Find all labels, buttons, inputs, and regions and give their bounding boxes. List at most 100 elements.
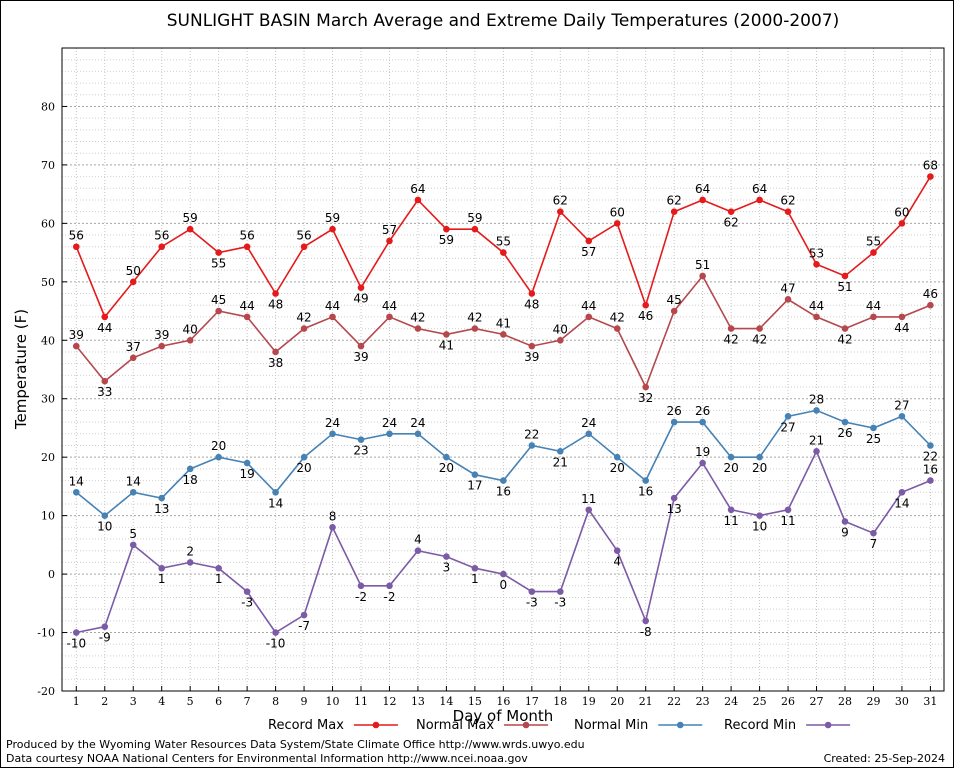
record-max-point xyxy=(642,301,649,309)
normal-max-data-label: 42 xyxy=(296,311,311,325)
record-min-point xyxy=(756,512,763,519)
normal-max-point xyxy=(443,331,450,338)
x-tick-label: 8 xyxy=(272,695,279,708)
normal-max-point xyxy=(613,325,621,332)
record-max-data-label: 62 xyxy=(553,194,568,208)
record-min-data-label: -10 xyxy=(66,637,86,651)
record-min-point xyxy=(129,541,137,549)
record-min-point xyxy=(813,448,820,455)
record-max-data-label: 55 xyxy=(211,257,226,271)
normal-max-point xyxy=(699,272,706,280)
x-tick-label: 20 xyxy=(610,695,624,708)
record-max-point xyxy=(329,225,336,233)
x-tick-label: 23 xyxy=(696,695,710,708)
normal-max-data-label: 39 xyxy=(69,328,84,342)
record-max-data-label: 57 xyxy=(382,223,397,237)
normal-min-data-label: 24 xyxy=(382,416,397,430)
normal-min-data-label: 13 xyxy=(154,502,169,516)
legend: Record Max Normal Max Normal Min Record Min xyxy=(268,718,851,733)
normal-max-point xyxy=(471,325,479,332)
record-min-point xyxy=(386,582,393,590)
normal-max-point xyxy=(528,342,536,350)
normal-min-data-label: 16 xyxy=(638,485,653,499)
normal-min-data-label: 17 xyxy=(467,479,482,493)
record-min-data-label: 14 xyxy=(894,496,909,510)
x-tick-label: 10 xyxy=(326,695,340,708)
x-tick-label: 18 xyxy=(553,695,567,708)
normal-min-point xyxy=(841,418,849,426)
record-min-point xyxy=(670,494,678,502)
record-max-data-label: 56 xyxy=(69,229,84,243)
legend-marker-normal-max xyxy=(522,721,530,729)
normal-max-data-label: 42 xyxy=(837,333,852,347)
normal-max-point xyxy=(158,342,166,350)
normal-min-data-label: 14 xyxy=(268,496,283,510)
record-max-point xyxy=(813,260,820,268)
normal-max-data-label: 37 xyxy=(126,340,141,354)
y-tick-label: 30 xyxy=(41,393,55,406)
normal-max-data-label: 45 xyxy=(211,293,226,307)
x-tick-label: 27 xyxy=(810,695,824,708)
record-max-data-label: 50 xyxy=(126,264,141,278)
normal-min-data-label: 20 xyxy=(610,461,625,475)
x-axis: 1 2 3 4 5 6 7 8 9 10 11 12 13 14 15 16 17 18 19 20 21 22 23 24 2… xyxy=(73,686,937,708)
record-max-data-label: 53 xyxy=(809,246,824,260)
record-max-data-label: 56 xyxy=(296,229,311,243)
record-min-point xyxy=(329,524,336,531)
normal-max-data-label: 32 xyxy=(638,391,653,405)
normal-min-data-label: 18 xyxy=(183,473,198,487)
record-min-data-label: -3 xyxy=(241,596,253,610)
record-min-point xyxy=(585,506,593,514)
record-min-data-label: 13 xyxy=(667,502,682,516)
record-min-data-label: 8 xyxy=(329,509,337,523)
record-min-data-label: 5 xyxy=(129,527,137,541)
normal-max-point xyxy=(386,313,393,321)
normal-min-point xyxy=(186,465,194,473)
normal-min-point xyxy=(272,488,279,496)
record-max-point xyxy=(186,225,194,233)
record-max-point xyxy=(528,290,536,297)
normal-min-data-label: 27 xyxy=(780,420,795,434)
record-min-point xyxy=(642,617,649,625)
normal-min-data-label: 27 xyxy=(894,398,909,412)
normal-max-data-label: 38 xyxy=(268,356,283,370)
legend-label-normal-max: Normal Max xyxy=(416,718,494,733)
record-max-data-label: 62 xyxy=(667,194,682,208)
normal-max-point xyxy=(784,296,792,303)
y-tick-label: 10 xyxy=(41,510,55,523)
record-max-data-label: 59 xyxy=(439,233,454,247)
record-max-point xyxy=(585,237,593,245)
normal-max-point xyxy=(841,325,849,332)
record-min-point xyxy=(500,570,507,578)
record-max-point xyxy=(414,196,422,204)
record-min-data-label: -7 xyxy=(298,619,310,633)
x-tick-label: 2 xyxy=(101,695,108,708)
record-min-data-label: 3 xyxy=(443,561,451,575)
normal-max-data-label: 42 xyxy=(410,311,425,325)
record-max-data-label: 51 xyxy=(837,280,852,294)
y-axis: -20 -10 0 10 20 30 40 50 60 70 80 xyxy=(37,100,67,698)
record-min-point xyxy=(215,564,222,572)
normal-min-point xyxy=(329,430,336,438)
legend-marker-normal-min xyxy=(676,721,684,729)
record-max-point xyxy=(870,249,877,256)
record-max-data-label: 56 xyxy=(154,229,169,243)
normal-max-point xyxy=(357,342,365,350)
normal-min-point xyxy=(500,477,507,484)
record-min-data-label: 19 xyxy=(695,445,710,459)
record-min-data-label: 11 xyxy=(723,514,738,528)
normal-max-point xyxy=(813,313,820,321)
record-max-point xyxy=(300,243,308,251)
record-min-data-label: 16 xyxy=(923,463,938,477)
normal-max-data-label: 42 xyxy=(467,311,482,325)
normal-max-point xyxy=(272,348,279,356)
normal-max-data-label: 42 xyxy=(610,311,625,325)
record-max-point xyxy=(556,208,564,215)
record-min-point xyxy=(556,588,564,595)
record-min-data-label: 10 xyxy=(752,520,767,534)
record-min-point xyxy=(613,547,621,555)
normal-min-data-label: 21 xyxy=(553,455,568,469)
record-max-point xyxy=(841,272,849,280)
